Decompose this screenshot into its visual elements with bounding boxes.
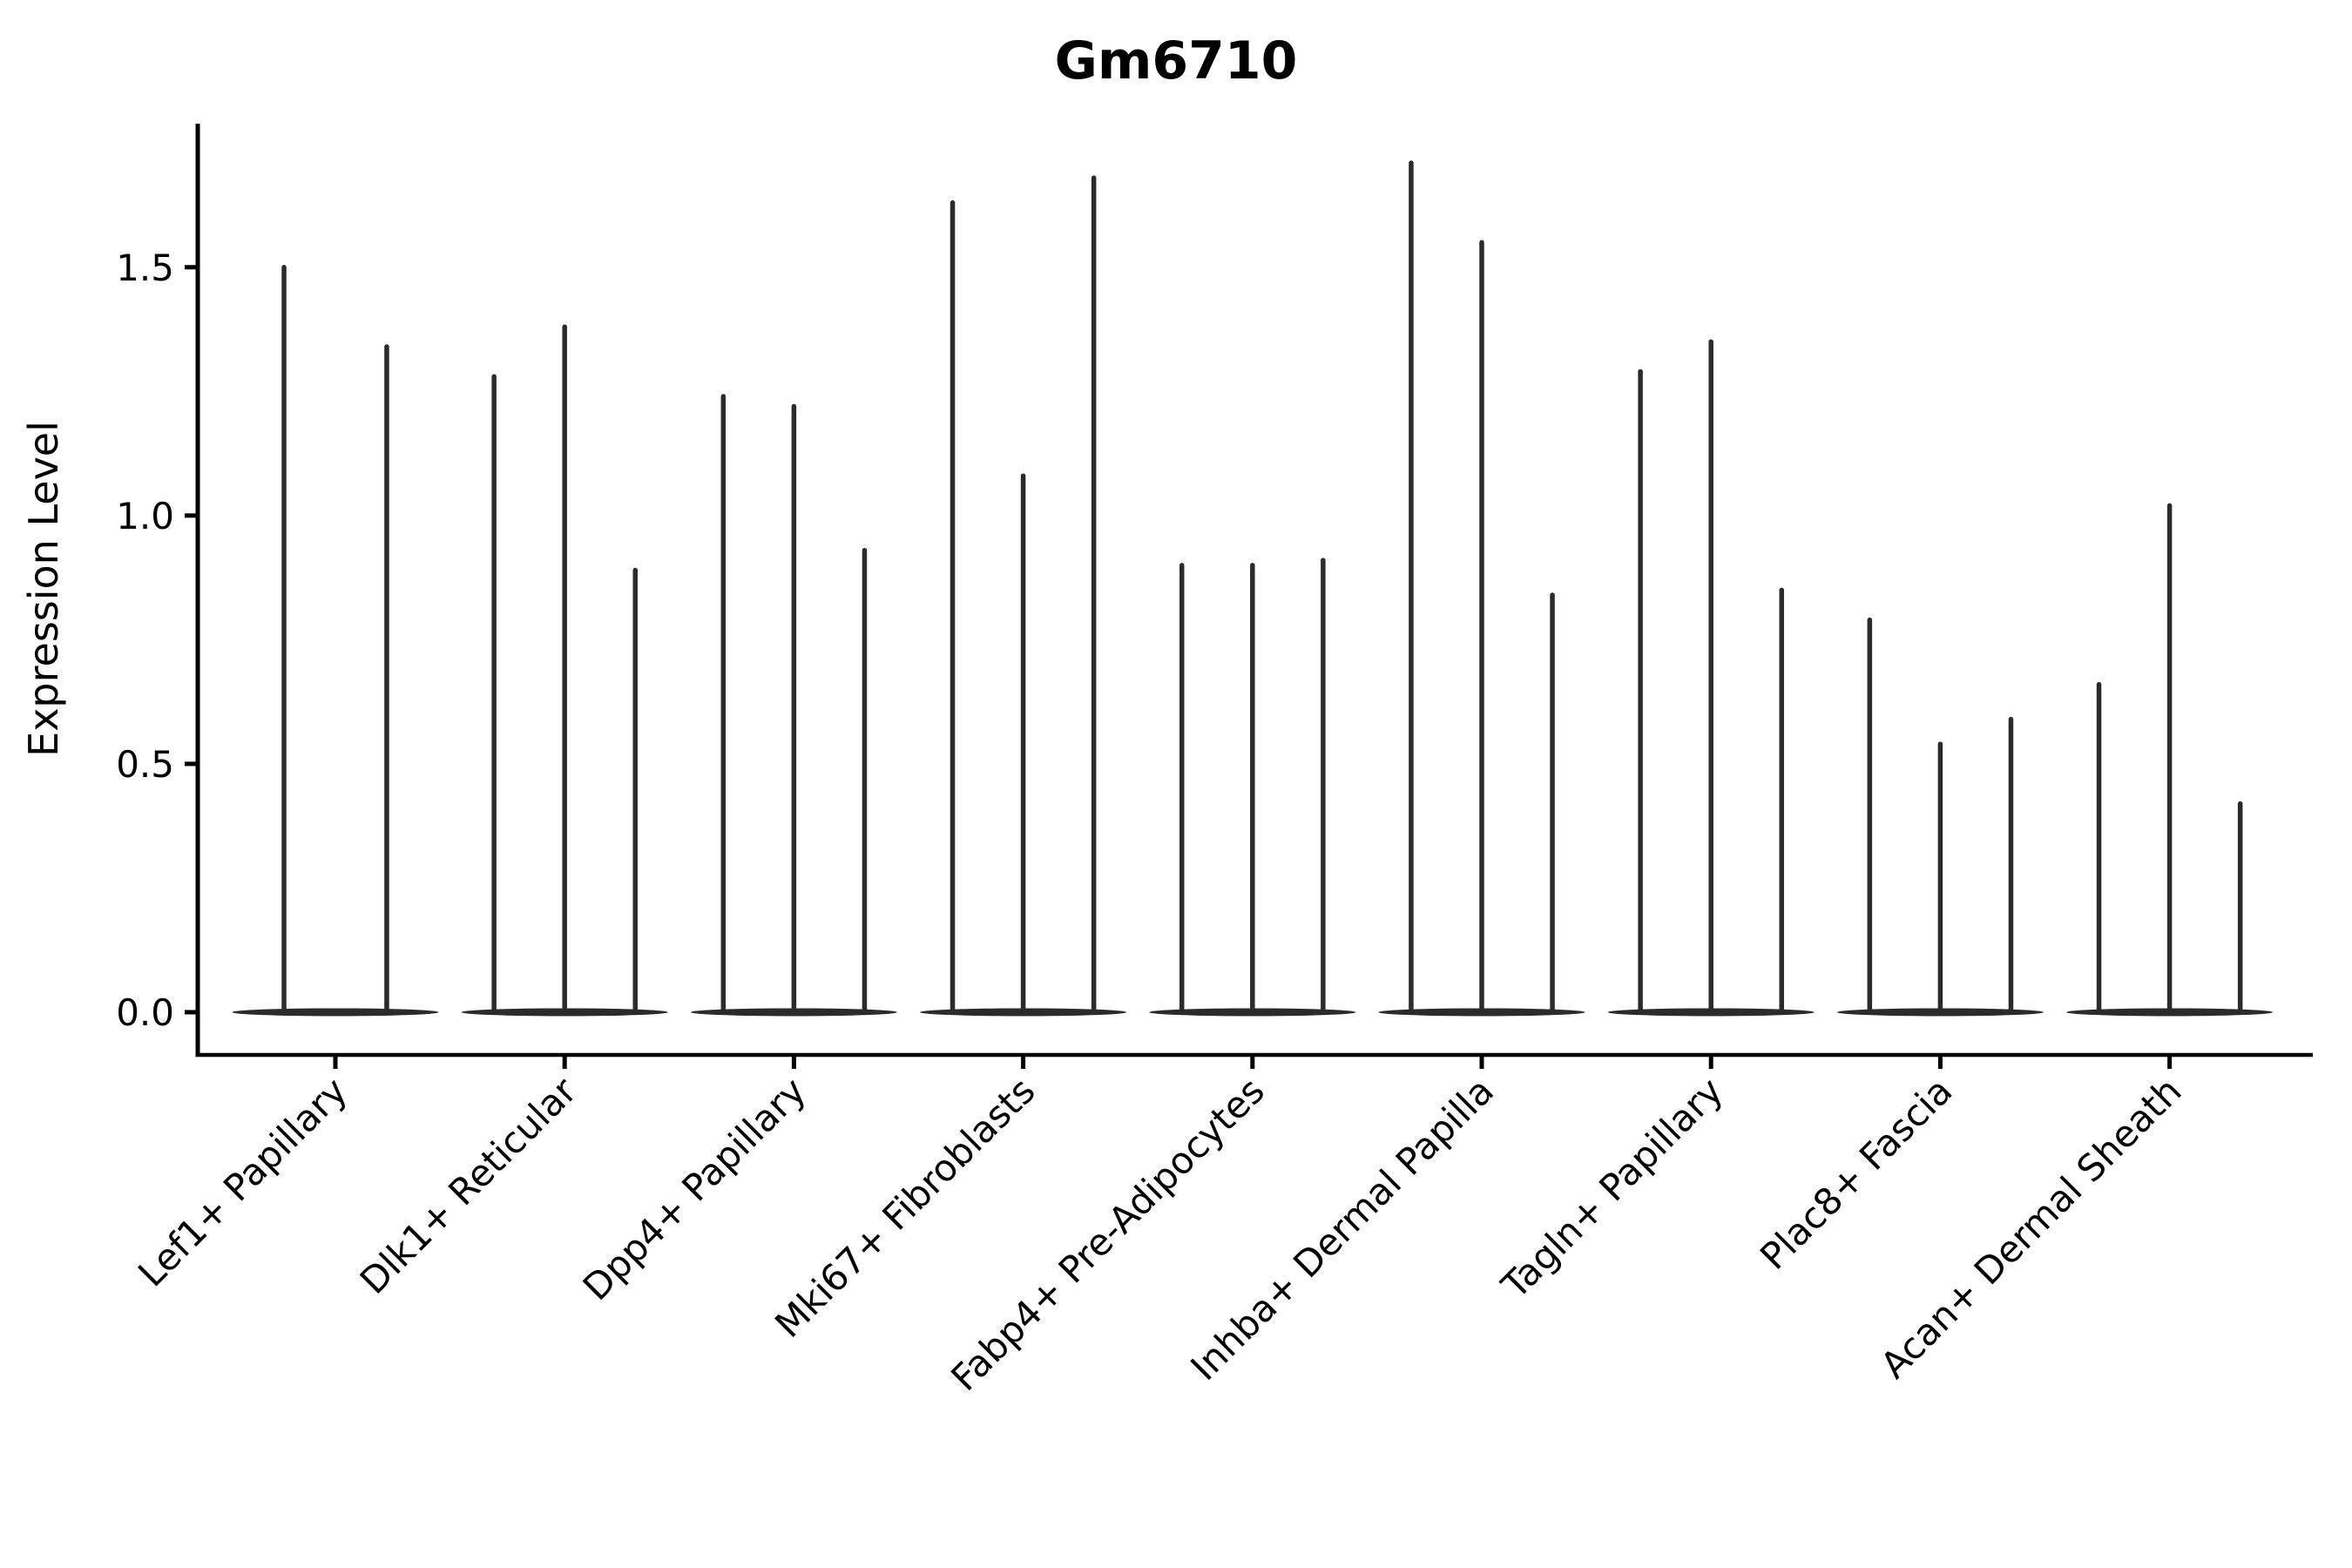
violin-base (232, 1008, 439, 1017)
violin-group (920, 175, 1127, 1017)
violin-group (1836, 617, 2044, 1017)
y-tick-label: 1.5 (116, 247, 174, 289)
y-axis-label: Expression Level (20, 421, 67, 757)
violin-group (1378, 160, 1585, 1017)
violin-group (1607, 339, 1815, 1017)
y-tick-label: 0.0 (116, 991, 174, 1034)
violin-group (2066, 503, 2274, 1017)
chart-title: Gm6710 (1055, 30, 1298, 91)
violin-group (461, 324, 668, 1017)
y-tick-label: 1.0 (116, 495, 174, 537)
violin-group (1149, 558, 1356, 1017)
violin-group (232, 265, 439, 1017)
violin-group (690, 394, 897, 1017)
y-tick-label: 0.5 (116, 743, 174, 786)
